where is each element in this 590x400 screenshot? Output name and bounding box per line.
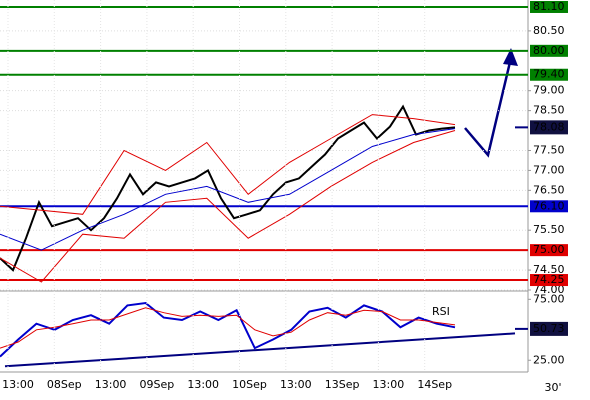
series-line bbox=[0, 114, 456, 215]
x-tick-label: 13:00 bbox=[2, 378, 34, 391]
x-tick-label: 13:00 bbox=[280, 378, 312, 391]
x-tick-label: 08Sep bbox=[47, 378, 82, 391]
y-tick-label: 77.50 bbox=[533, 143, 565, 156]
level-label: 81.10 bbox=[533, 0, 565, 13]
x-tick-label: 10Sep bbox=[232, 378, 267, 391]
series-line bbox=[0, 128, 456, 251]
series-line bbox=[0, 104, 456, 272]
level-box bbox=[530, 68, 568, 81]
level-box bbox=[530, 44, 568, 57]
series-line bbox=[0, 301, 456, 358]
level-label: 75.00 bbox=[533, 243, 565, 256]
y-tick-label: 76.50 bbox=[533, 183, 565, 196]
y-tick-label: 75.50 bbox=[533, 223, 565, 236]
level-label: 80.00 bbox=[533, 44, 565, 57]
x-tick-label: 09Sep bbox=[140, 378, 175, 391]
series-line bbox=[0, 307, 456, 349]
level-box bbox=[530, 200, 568, 213]
y-tick-label: 78.50 bbox=[533, 104, 565, 117]
level-box bbox=[530, 274, 568, 287]
last-label: 78.08 bbox=[533, 120, 565, 133]
series-line bbox=[4, 332, 516, 368]
y-tick-label: 74.50 bbox=[533, 263, 565, 276]
timeframe-label: 30' bbox=[544, 381, 561, 394]
y-tick-label: 75.00 bbox=[533, 292, 565, 305]
series-line bbox=[0, 130, 456, 283]
level-label: 74.25 bbox=[533, 273, 565, 286]
level-box bbox=[530, 0, 568, 13]
level-label: 76.10 bbox=[533, 199, 565, 212]
y-tick-label: 74.00 bbox=[533, 283, 565, 296]
last-box bbox=[530, 120, 568, 135]
y-tick-label: 80.50 bbox=[533, 24, 565, 37]
arrow-head bbox=[503, 48, 518, 66]
level-box bbox=[530, 244, 568, 257]
y-tick-label: 25.00 bbox=[533, 353, 565, 366]
x-tick-label: 13:00 bbox=[373, 378, 405, 391]
y-tick-label: 79.00 bbox=[533, 84, 565, 97]
x-tick-label: 13Sep bbox=[325, 378, 360, 391]
last-box bbox=[530, 321, 568, 336]
x-tick-label: 14Sep bbox=[417, 378, 452, 391]
x-tick-label: 13:00 bbox=[187, 378, 219, 391]
panel-title: RSI bbox=[432, 305, 450, 318]
forecast-arrow bbox=[464, 61, 512, 158]
y-tick-label: 77.00 bbox=[533, 163, 565, 176]
level-label: 79.40 bbox=[533, 68, 565, 81]
x-tick-label: 13:00 bbox=[95, 378, 127, 391]
last-label: 50.73 bbox=[533, 322, 565, 335]
